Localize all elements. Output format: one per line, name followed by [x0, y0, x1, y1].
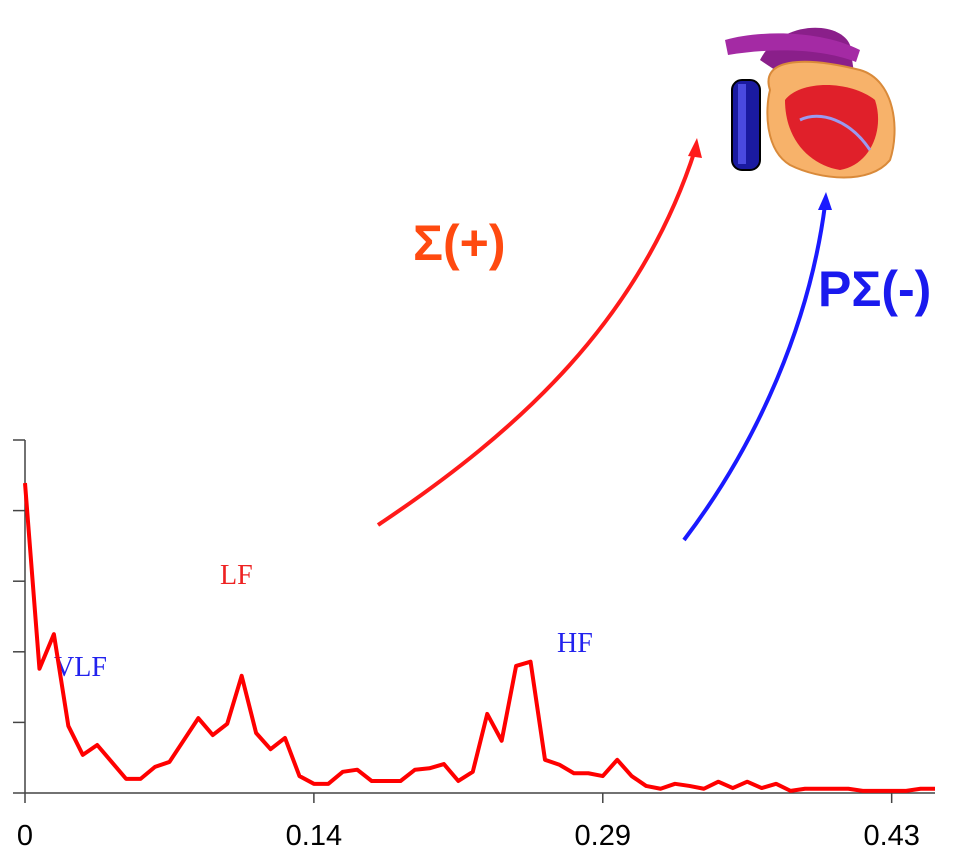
parasympathetic-label: PΣ(-)	[818, 261, 931, 317]
heart-illustration	[725, 27, 896, 179]
parasympathetic-arrow	[682, 204, 827, 542]
lf-label: LF	[220, 560, 253, 591]
sympathetic-label: Σ(+)	[413, 215, 506, 271]
x-tick-label: 0.43	[863, 820, 919, 852]
sympathetic-arrow-head	[688, 138, 702, 158]
hf-label: HF	[557, 628, 593, 659]
parasympathetic-arrow-head	[818, 192, 832, 210]
sympathetic-arrow	[376, 149, 697, 527]
x-tick-label: 0	[17, 820, 33, 852]
x-tick-label: 0.14	[286, 820, 342, 852]
vlf-label: VLF	[54, 652, 107, 683]
spectrum-line	[23, 482, 935, 793]
x-tick-label: 0.29	[575, 820, 631, 852]
